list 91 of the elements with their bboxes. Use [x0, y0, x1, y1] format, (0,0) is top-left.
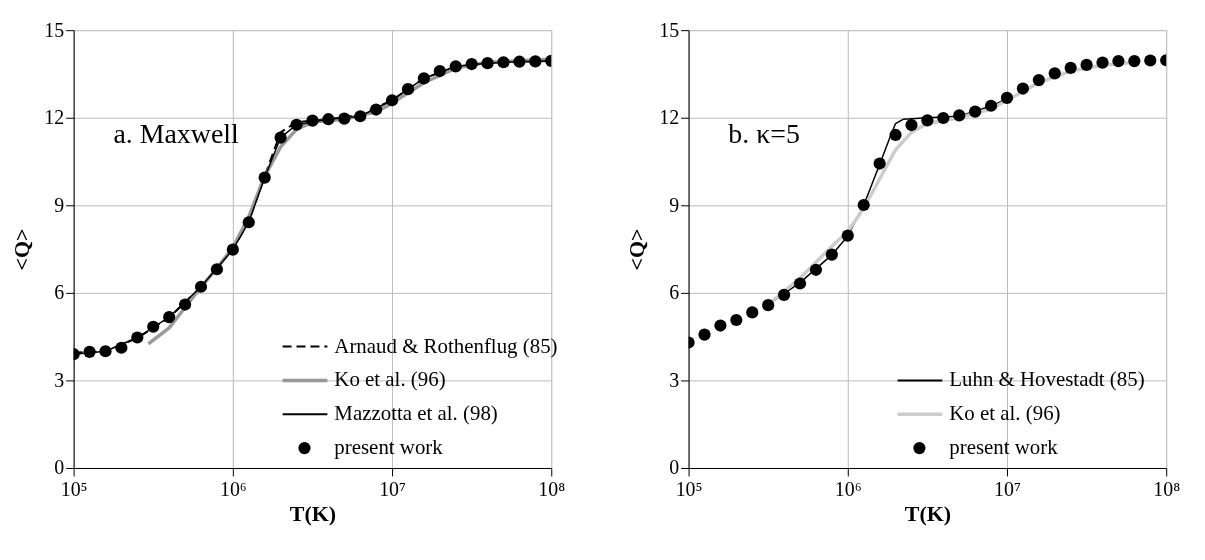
point — [762, 299, 775, 312]
y-tick-label: 9 — [669, 193, 680, 216]
y-tick-label: 6 — [669, 281, 680, 304]
y-tick-label: 3 — [54, 368, 65, 391]
point — [338, 112, 351, 125]
legend-label: Arnaud & Rothenflug (85) — [334, 333, 558, 358]
point — [809, 263, 823, 276]
point — [529, 55, 542, 68]
y-tick-label: 0 — [54, 456, 65, 479]
point — [1016, 82, 1029, 95]
point — [1144, 54, 1157, 67]
y-tick-label: 0 — [669, 456, 680, 479]
point — [274, 131, 287, 144]
point — [969, 105, 982, 118]
point — [1128, 55, 1141, 68]
point — [83, 345, 96, 358]
x-tick-label: 10⁷ — [994, 478, 1021, 501]
x-tick-label: 10⁶ — [219, 478, 247, 501]
x-tick-label: 10⁶ — [834, 478, 862, 501]
point — [258, 171, 271, 184]
point — [99, 345, 112, 358]
point — [778, 288, 791, 301]
point — [873, 157, 886, 170]
point — [194, 280, 208, 293]
point — [449, 60, 462, 73]
point — [1112, 55, 1125, 68]
y-axis-title: <Q> — [9, 228, 35, 271]
legend-label: Mazzotta et al. (98) — [334, 401, 498, 426]
annotation: b. κ=5 — [728, 117, 800, 149]
point — [984, 99, 998, 112]
point — [481, 57, 494, 70]
y-tick-label: 12 — [659, 106, 680, 129]
x-tick-label: 10⁸ — [1153, 478, 1181, 501]
point — [163, 311, 176, 324]
x-tick-label: 10⁵ — [675, 478, 703, 501]
legend-label: Ko et al. (96) — [949, 401, 1061, 426]
x-tick-label: 10⁷ — [379, 478, 407, 501]
point — [746, 306, 759, 319]
point — [921, 114, 934, 127]
point — [937, 111, 950, 125]
point — [905, 118, 918, 132]
point — [730, 313, 743, 327]
point — [290, 118, 303, 131]
point — [1064, 61, 1077, 74]
point — [1048, 67, 1061, 80]
point — [698, 328, 711, 341]
point — [226, 243, 239, 256]
point — [417, 72, 430, 85]
y-tick-label: 12 — [44, 106, 65, 129]
annotation: a. Maxwell — [113, 117, 240, 149]
x-tick-label: 10⁸ — [538, 478, 566, 501]
point — [306, 114, 319, 127]
point — [889, 128, 902, 142]
point — [714, 319, 727, 332]
point — [354, 110, 367, 123]
y-tick-label: 9 — [54, 193, 65, 216]
y-tick-label: 15 — [44, 18, 65, 41]
point — [178, 298, 192, 311]
y-tick-label: 3 — [669, 368, 680, 391]
point — [370, 103, 383, 116]
point — [385, 94, 399, 107]
point — [1000, 91, 1014, 104]
y-axis-title: <Q> — [624, 228, 650, 271]
point — [841, 229, 854, 242]
legend-label: present work — [949, 435, 1059, 460]
point — [1096, 56, 1109, 69]
point — [115, 341, 128, 354]
point — [1032, 74, 1045, 87]
point — [147, 320, 160, 333]
point — [433, 64, 446, 78]
point — [242, 216, 255, 229]
point — [131, 331, 144, 344]
point — [857, 198, 870, 212]
point — [513, 55, 526, 68]
y-tick-label: 15 — [659, 18, 680, 41]
point — [401, 83, 415, 96]
point — [825, 248, 838, 261]
point — [210, 263, 224, 276]
legend-label: Ko et al. (96) — [334, 367, 446, 392]
legend-label: present work — [334, 435, 444, 460]
point — [465, 57, 478, 71]
point — [1080, 58, 1093, 71]
point — [322, 113, 335, 126]
point — [497, 56, 510, 69]
legend-label: Luhn & Hovestadt (85) — [949, 367, 1145, 392]
point — [793, 277, 807, 290]
x-axis-title: T(K) — [904, 501, 951, 527]
x-axis-title: T(K) — [289, 501, 337, 527]
point — [953, 109, 966, 122]
x-tick-label: 10⁵ — [60, 478, 88, 501]
y-tick-label: 6 — [54, 281, 65, 304]
